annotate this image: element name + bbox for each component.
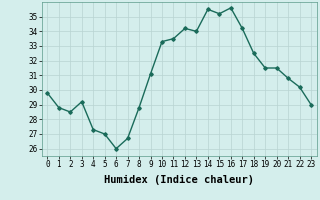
X-axis label: Humidex (Indice chaleur): Humidex (Indice chaleur) (104, 175, 254, 185)
